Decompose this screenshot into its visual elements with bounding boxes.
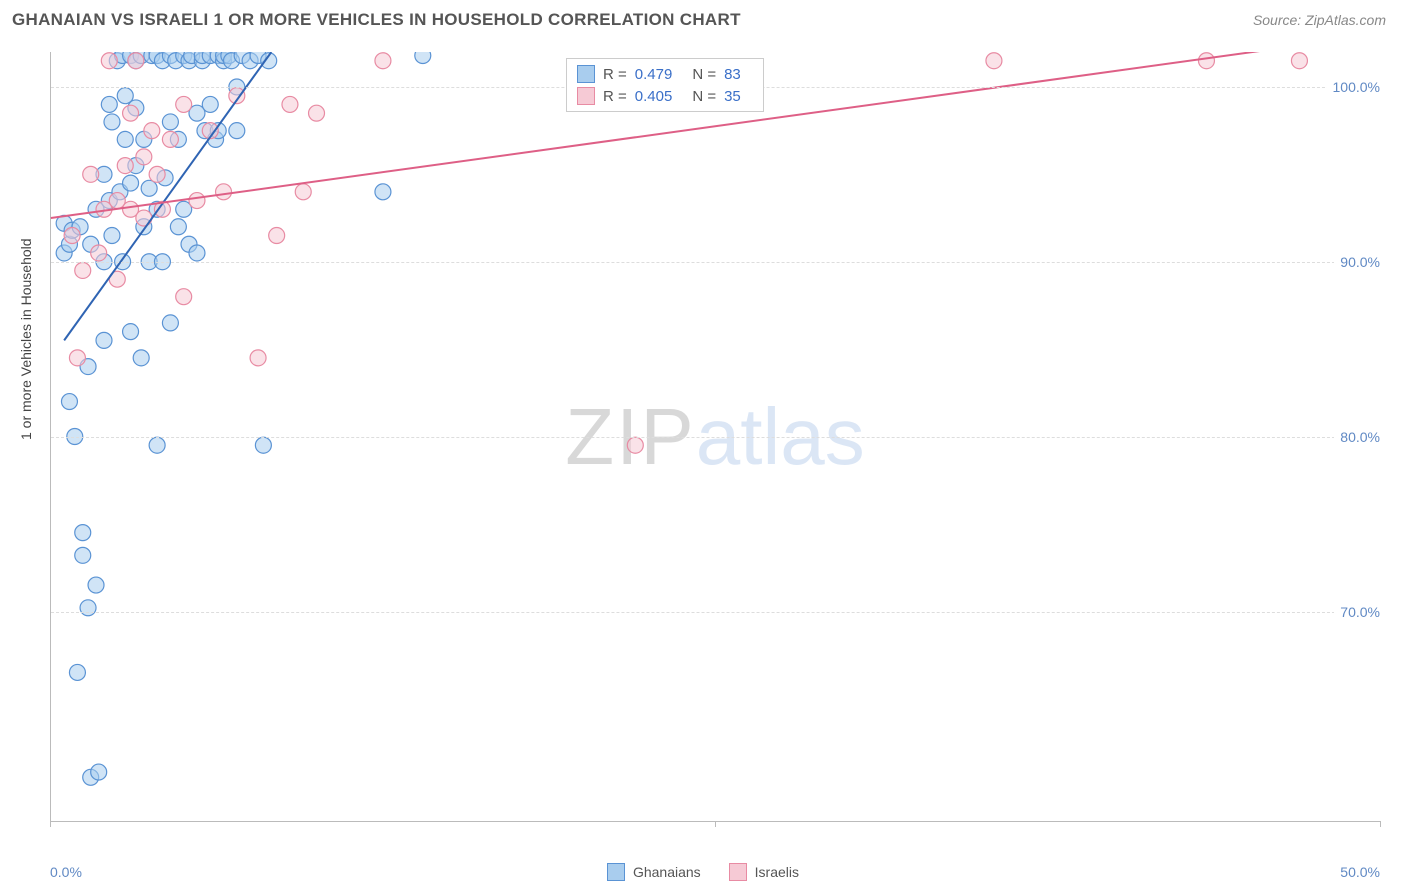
data-point — [375, 53, 391, 69]
gridline — [51, 262, 1380, 263]
stat-r-value: 0.479 — [635, 66, 685, 83]
data-point — [170, 219, 186, 235]
legend-swatch — [729, 863, 747, 881]
data-point — [117, 131, 133, 147]
stat-r-label: R = — [603, 66, 627, 83]
stat-n-value: 35 — [724, 88, 753, 105]
y-tick-label: 100.0% — [1327, 79, 1380, 95]
data-point — [162, 114, 178, 130]
data-point — [415, 52, 431, 63]
data-point — [269, 228, 285, 244]
data-point — [69, 664, 85, 680]
data-point — [80, 600, 96, 616]
data-point — [141, 180, 157, 196]
source-label: Source: — [1253, 12, 1301, 28]
data-point — [64, 228, 80, 244]
data-point — [104, 114, 120, 130]
data-point — [229, 123, 245, 139]
data-point — [104, 228, 120, 244]
data-point — [1198, 53, 1214, 69]
data-point — [216, 184, 232, 200]
data-point — [176, 96, 192, 112]
data-point — [162, 315, 178, 331]
data-point — [136, 210, 152, 226]
data-point — [255, 437, 271, 453]
data-point — [144, 123, 160, 139]
data-point — [128, 53, 144, 69]
chart-header: GHANAIAN VS ISRAELI 1 OR MORE VEHICLES I… — [0, 0, 1406, 38]
legend-stat-row: R = 0.405 N = 35 — [577, 85, 753, 107]
y-axis-label: 1 or more Vehicles in Household — [18, 238, 34, 440]
legend-swatch — [577, 87, 595, 105]
stat-n-label: N = — [692, 88, 716, 105]
data-point — [282, 96, 298, 112]
y-tick-label: 80.0% — [1334, 429, 1380, 445]
data-point — [162, 131, 178, 147]
stat-r-value: 0.405 — [635, 88, 685, 105]
data-point — [375, 184, 391, 200]
data-point — [75, 525, 91, 541]
legend-swatch — [577, 65, 595, 83]
data-point — [123, 175, 139, 191]
data-point — [96, 332, 112, 348]
data-point — [101, 96, 117, 112]
x-tick-mark — [1380, 821, 1381, 827]
regression-line — [64, 52, 271, 340]
data-point — [123, 324, 139, 340]
data-point — [136, 149, 152, 165]
data-point — [117, 158, 133, 174]
data-point — [75, 547, 91, 563]
legend-stat-row: R = 0.479 N = 83 — [577, 63, 753, 85]
y-tick-label: 70.0% — [1334, 604, 1380, 620]
y-tick-label: 90.0% — [1334, 254, 1380, 270]
data-point — [986, 53, 1002, 69]
data-point — [627, 437, 643, 453]
data-point — [1291, 53, 1307, 69]
stat-r-label: R = — [603, 88, 627, 105]
source-attribution: Source: ZipAtlas.com — [1253, 12, 1386, 28]
gridline — [51, 612, 1380, 613]
chart-title: GHANAIAN VS ISRAELI 1 OR MORE VEHICLES I… — [12, 10, 741, 30]
data-point — [61, 394, 77, 410]
x-tick-label: 50.0% — [1340, 864, 1380, 880]
data-point — [202, 96, 218, 112]
data-point — [91, 764, 107, 780]
x-tick-label: 0.0% — [50, 864, 82, 880]
x-tick-mark — [715, 821, 716, 827]
data-point — [149, 166, 165, 182]
data-point — [250, 350, 266, 366]
data-point — [88, 577, 104, 593]
data-point — [69, 350, 85, 366]
data-point — [83, 166, 99, 182]
data-point — [295, 184, 311, 200]
plot-area: ZIPatlas 70.0%80.0%90.0%100.0% — [50, 52, 1380, 822]
source-name: ZipAtlas.com — [1305, 12, 1386, 28]
x-tick-mark — [50, 821, 51, 827]
data-point — [189, 193, 205, 209]
stat-n-label: N = — [692, 66, 716, 83]
stat-n-value: 83 — [724, 66, 753, 83]
data-point — [123, 105, 139, 121]
legend-label: Ghanaians — [633, 864, 701, 880]
legend-swatch — [607, 863, 625, 881]
gridline — [51, 437, 1380, 438]
data-point — [101, 53, 117, 69]
data-point — [133, 350, 149, 366]
legend-label: Israelis — [755, 864, 799, 880]
data-point — [91, 245, 107, 261]
data-point — [309, 105, 325, 121]
legend-item: Ghanaians — [607, 863, 701, 881]
series-legend: Ghanaians Israelis — [0, 863, 1406, 886]
stats-legend: R = 0.479 N = 83 R = 0.405 N = 35 — [566, 58, 764, 112]
legend-item: Israelis — [729, 863, 799, 881]
data-point — [176, 289, 192, 305]
data-point — [149, 437, 165, 453]
data-point — [75, 262, 91, 278]
data-point — [189, 245, 205, 261]
